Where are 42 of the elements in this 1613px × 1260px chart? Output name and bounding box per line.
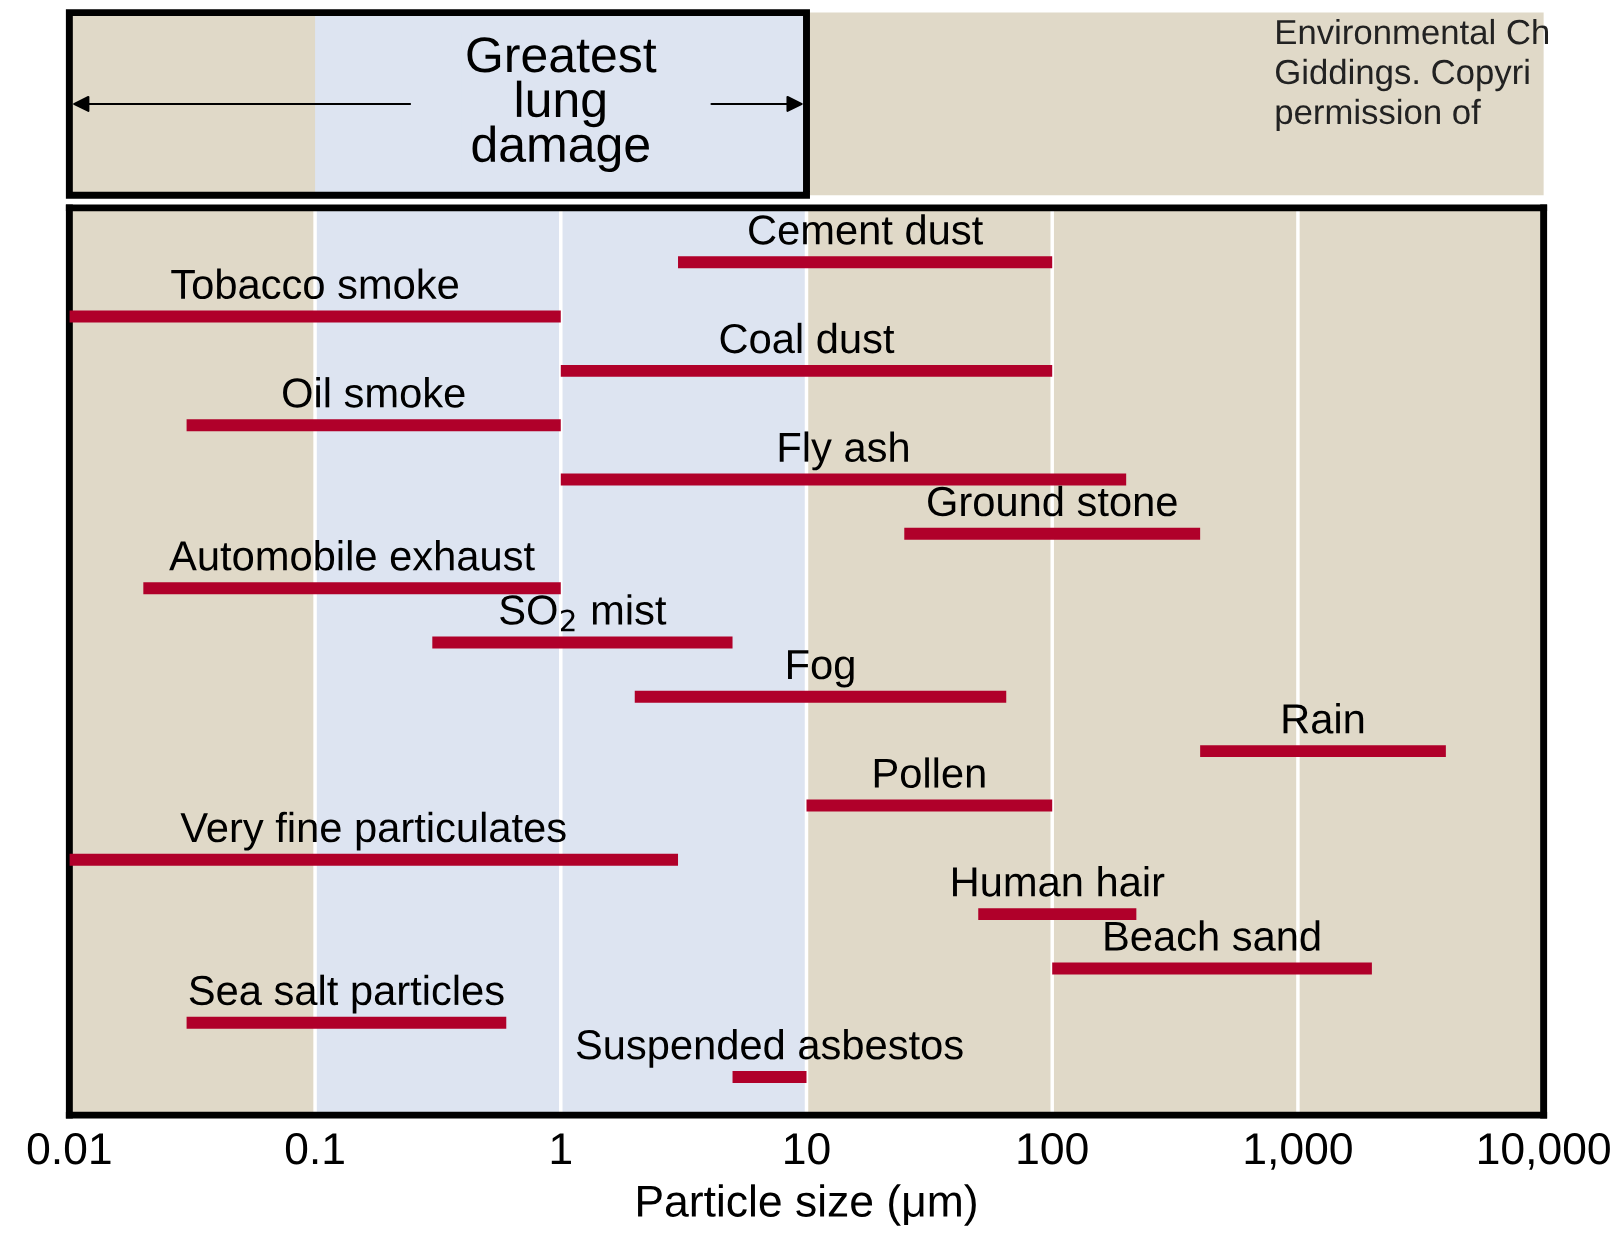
x-tick-label: 100 (1018, 1132, 1088, 1165)
y-tick-label: Sea salt particles (189, 974, 504, 1014)
y-tick-label: Rain (1283, 703, 1364, 734)
text: Environmental Ch Giddings. Copyri permission of (1276, 18, 1548, 132)
bar (904, 527, 1201, 540)
y-tick-label: Coal dust (720, 322, 895, 354)
x-tick-label: 0.01 (27, 1132, 111, 1165)
y-tick-label: Ground stone (928, 485, 1177, 517)
bar (186, 1016, 507, 1029)
bar (1052, 962, 1372, 975)
bar (69, 310, 561, 323)
bar (1200, 745, 1446, 758)
bar (560, 473, 1127, 486)
bar (69, 853, 679, 866)
bar (634, 690, 1007, 703)
x-tick-label: 10,000 (1479, 1132, 1610, 1170)
bar (186, 419, 561, 432)
y-tick-label: Very fine particulates (180, 811, 566, 851)
y-tick-label: Cement dust (749, 214, 983, 245)
bar (978, 908, 1137, 921)
y-tick-label: Suspended asbestos (576, 1029, 963, 1068)
bar (806, 799, 1053, 812)
y-tick-label: Automobile exhaust (169, 540, 535, 571)
x-tick-label: 1,000 (1245, 1132, 1352, 1170)
y-tick-label: Human hair (953, 866, 1165, 897)
band-label: Greatest lung damage (467, 37, 657, 173)
bar (560, 364, 1053, 377)
x-tick-label: 1 (551, 1133, 571, 1164)
bar (732, 1071, 807, 1084)
y-tick-label: Oil smoke (283, 377, 465, 408)
y-tick-label: Fly ash (779, 431, 908, 471)
y-tick-label: SO$_{2}$ mist (500, 594, 667, 632)
y-tick-label: Beach sand (1105, 920, 1320, 951)
x-tick-label: 10 (785, 1132, 830, 1165)
y-tick-label: Tobacco smoke (171, 268, 458, 300)
y-tick-label: Fog (788, 650, 854, 688)
bar (678, 256, 1053, 269)
y-tick-label: Pollen (874, 757, 985, 788)
x-axis-title: Particle size (μm) (638, 1184, 976, 1226)
bar (143, 582, 561, 595)
bar (432, 636, 733, 649)
x-tick-label: 0.1 (285, 1132, 344, 1165)
